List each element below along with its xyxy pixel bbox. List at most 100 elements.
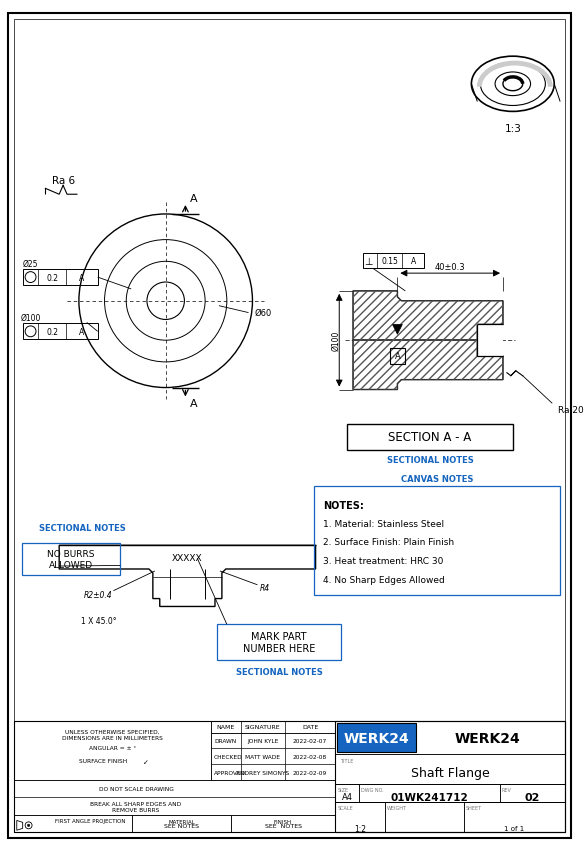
Bar <box>14 721 211 780</box>
Text: TITLE: TITLE <box>340 758 353 763</box>
Text: Ø100: Ø100 <box>21 314 41 323</box>
Text: Ra 20: Ra 20 <box>558 406 584 414</box>
Text: ✓: ✓ <box>143 759 149 765</box>
Text: SEE  NOTES: SEE NOTES <box>265 823 302 828</box>
Bar <box>335 784 359 802</box>
Text: SECTIONAL NOTES: SECTIONAL NOTES <box>39 523 126 532</box>
Text: 1 of 1: 1 of 1 <box>504 826 524 832</box>
Text: R2±0.4: R2±0.4 <box>84 590 113 600</box>
Text: A: A <box>190 194 197 204</box>
Text: 1:2: 1:2 <box>354 824 366 833</box>
Bar <box>335 755 565 784</box>
Text: JOHN KYLE: JOHN KYLE <box>247 738 278 743</box>
Circle shape <box>28 824 30 826</box>
Text: UNLESS OTHERWISE SPECIFIED,: UNLESS OTHERWISE SPECIFIED, <box>65 729 160 734</box>
Bar <box>335 721 565 755</box>
Bar <box>500 784 565 802</box>
Bar <box>347 424 513 450</box>
Text: APPROVED: APPROVED <box>214 769 246 774</box>
Polygon shape <box>353 291 503 341</box>
Bar <box>313 486 560 595</box>
Bar <box>464 802 565 832</box>
Bar <box>132 815 231 832</box>
Text: 40±0.3: 40±0.3 <box>435 262 465 272</box>
Bar <box>390 348 405 365</box>
Bar <box>384 802 464 832</box>
Bar <box>335 802 565 832</box>
Text: SECTIONAL NOTES: SECTIONAL NOTES <box>236 667 322 676</box>
Text: MATERIAL: MATERIAL <box>168 819 195 824</box>
Text: A: A <box>79 273 85 282</box>
Text: DWG NO.: DWG NO. <box>361 787 383 792</box>
Text: WERK24: WERK24 <box>454 731 520 745</box>
Text: DRAWN: DRAWN <box>214 738 236 743</box>
Text: FIRST ANGLE PROJECTION: FIRST ANGLE PROJECTION <box>56 819 126 824</box>
Text: 0.2: 0.2 <box>46 327 58 337</box>
Text: A: A <box>190 399 197 409</box>
Bar <box>335 802 384 832</box>
Bar <box>211 721 335 780</box>
Bar <box>23 270 97 285</box>
Text: NAME: NAME <box>217 724 235 729</box>
Bar <box>231 815 335 832</box>
Text: CHECKED: CHECKED <box>214 754 242 759</box>
Text: 1:3: 1:3 <box>504 124 521 134</box>
Text: CANVAS NOTES: CANVAS NOTES <box>401 475 473 483</box>
Text: SHEET: SHEET <box>465 805 481 809</box>
Text: WERK24: WERK24 <box>344 731 410 745</box>
Text: SIZE: SIZE <box>338 787 349 792</box>
Text: 02: 02 <box>525 792 540 802</box>
Text: 0.2: 0.2 <box>46 273 58 282</box>
Bar <box>359 784 500 802</box>
Bar <box>14 721 565 832</box>
Text: MARK PART
NUMBER HERE: MARK PART NUMBER HERE <box>243 631 315 653</box>
Text: DIMENSIONS ARE IN MILLIMETERS: DIMENSIONS ARE IN MILLIMETERS <box>62 734 163 740</box>
Text: NO BURRS
ALLOWED: NO BURRS ALLOWED <box>48 550 95 569</box>
Text: BREAK ALL SHARP EDGES AND
REMOVE BURRS: BREAK ALL SHARP EDGES AND REMOVE BURRS <box>90 801 181 812</box>
Text: SCALE: SCALE <box>338 805 353 809</box>
Text: SURFACE FINISH: SURFACE FINISH <box>79 758 127 763</box>
Text: 1. Material: Stainless Steel: 1. Material: Stainless Steel <box>323 519 444 528</box>
Text: 0.15: 0.15 <box>381 257 398 266</box>
Text: A4: A4 <box>342 792 353 802</box>
Bar <box>217 625 341 660</box>
Text: Ø25: Ø25 <box>23 260 38 268</box>
Text: A: A <box>410 257 416 266</box>
Text: A: A <box>394 352 400 361</box>
Text: SECTIONAL NOTES: SECTIONAL NOTES <box>387 456 473 464</box>
Text: 3. Heat treatment: HRC 30: 3. Heat treatment: HRC 30 <box>323 556 444 566</box>
Text: DATE: DATE <box>302 724 318 729</box>
Text: 2022-02-09: 2022-02-09 <box>293 769 328 774</box>
Text: R4: R4 <box>259 584 269 592</box>
Polygon shape <box>59 545 316 607</box>
Text: 2022-02-07: 2022-02-07 <box>293 738 328 743</box>
Bar <box>363 254 424 269</box>
Text: DO NOT SCALE DRAWING: DO NOT SCALE DRAWING <box>99 786 173 792</box>
Text: FINISH: FINISH <box>274 819 292 824</box>
Text: A: A <box>79 327 85 337</box>
Text: ANDREY SIMONYS: ANDREY SIMONYS <box>236 769 289 774</box>
Text: 1 X 45.0°: 1 X 45.0° <box>81 616 116 625</box>
Text: 4. No Sharp Edges Allowed: 4. No Sharp Edges Allowed <box>323 575 445 584</box>
Text: ⊥: ⊥ <box>365 256 373 267</box>
Bar <box>477 325 503 356</box>
Text: ANGULAR = ± °: ANGULAR = ± ° <box>89 745 136 750</box>
Text: SEE NOTES: SEE NOTES <box>164 823 199 828</box>
Text: Ra 6: Ra 6 <box>52 176 75 187</box>
Text: Ø60: Ø60 <box>254 308 272 318</box>
Text: 2. Surface Finish: Plain Finish: 2. Surface Finish: Plain Finish <box>323 538 454 547</box>
Bar <box>338 723 416 752</box>
Text: 01WK241712: 01WK241712 <box>390 792 468 802</box>
Bar <box>22 544 120 575</box>
Text: Ø100: Ø100 <box>332 331 341 351</box>
Text: XXXXX: XXXXX <box>172 553 203 562</box>
Text: SIGNATURE: SIGNATURE <box>245 724 281 729</box>
Text: Shaft Flange: Shaft Flange <box>411 766 490 779</box>
Polygon shape <box>353 341 503 390</box>
Text: NOTES:: NOTES: <box>323 500 365 510</box>
Text: SECTION A - A: SECTION A - A <box>389 431 471 444</box>
Polygon shape <box>393 325 402 335</box>
Text: WEIGHT: WEIGHT <box>387 805 407 809</box>
Text: 2022-02-08: 2022-02-08 <box>293 754 328 759</box>
Text: REV: REV <box>502 787 512 792</box>
